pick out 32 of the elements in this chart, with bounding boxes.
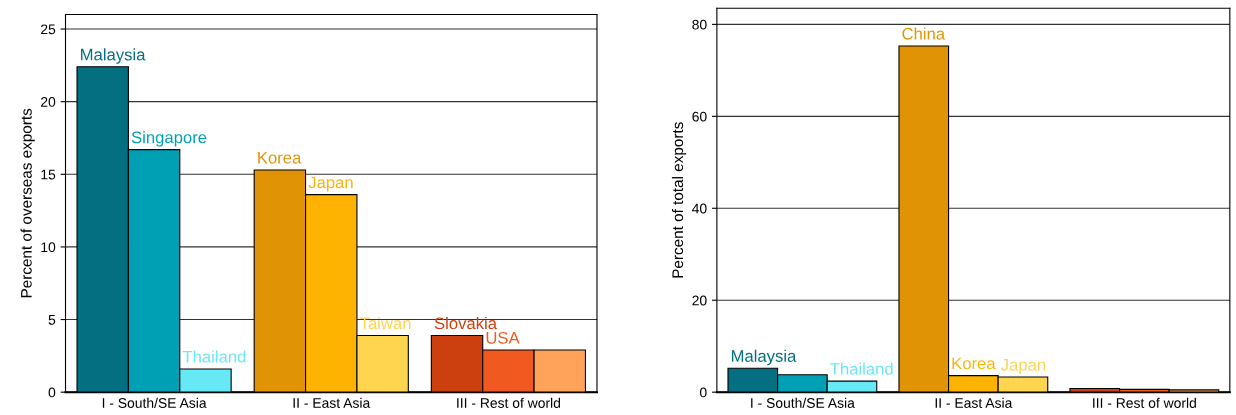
data-label: Thailand: [182, 350, 246, 363]
data-label: Korea: [952, 357, 996, 370]
x-tick-label: I - South/SE Asia: [102, 397, 207, 408]
data-label: Japan: [308, 176, 353, 192]
data-label: Slovakia: [434, 316, 497, 330]
data-label: Singapore: [131, 131, 207, 147]
y-tick-label: 25: [41, 24, 56, 35]
y-tick-label: 40: [692, 203, 707, 214]
y-tick-label: 20: [41, 97, 56, 107]
data-label: Taiwan: [359, 316, 411, 330]
data-label: Korea: [258, 152, 302, 164]
y-tick-label: 0: [48, 387, 56, 398]
y-tick-label: 60: [692, 111, 707, 122]
y-axis-title: Percent of overseas exports: [20, 108, 35, 298]
data-label: China: [902, 27, 946, 40]
data-label: USA: [486, 331, 520, 344]
y-tick-label: 10: [41, 242, 56, 253]
x-tick-label: II - East Asia: [293, 397, 371, 408]
data-label: Malaysia: [81, 48, 146, 64]
x-tick-label: II - East Asia: [935, 397, 1013, 408]
x-tick-label: III - Rest of world: [457, 397, 560, 408]
y-tick-label: 5: [48, 315, 56, 325]
y-tick-label: 20: [692, 295, 707, 306]
data-label: Thailand: [830, 362, 893, 375]
y-tick-label: 15: [41, 169, 56, 180]
y-axis-title: Percent of total exports: [671, 122, 687, 278]
data-label: Malaysia: [731, 349, 797, 366]
x-tick-label: III - Rest of world: [1093, 397, 1196, 408]
y-tick-label: 0: [699, 387, 707, 398]
data-label: Japan: [1000, 359, 1046, 374]
x-tick-label: I - South/SE Asia: [751, 397, 855, 408]
y-tick-label: 80: [692, 19, 707, 30]
